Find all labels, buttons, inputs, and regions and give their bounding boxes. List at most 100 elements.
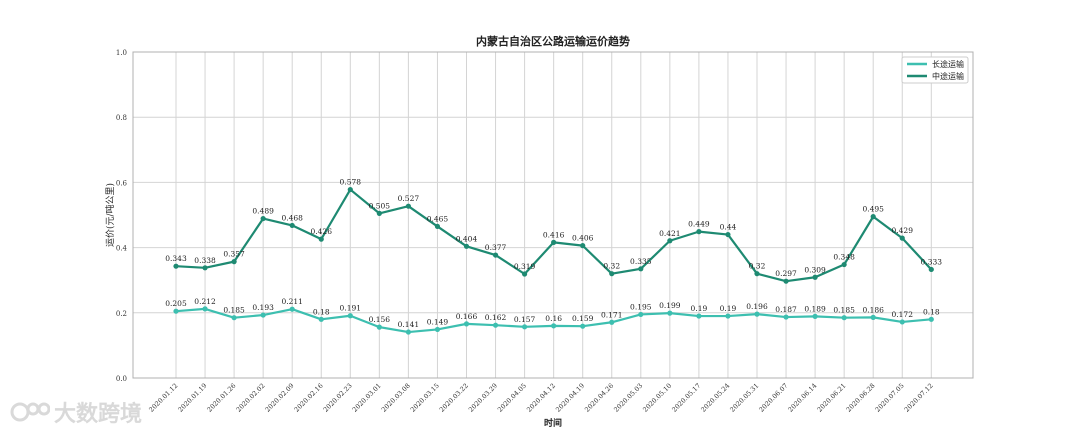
y-tick-label: 0.4: [116, 245, 128, 253]
x-tick-label: 2020.02.02: [235, 382, 267, 414]
plot-frame: [132, 51, 974, 379]
data-label: 0.32: [749, 262, 766, 271]
data-label: 0.338: [194, 256, 216, 265]
data-point: [202, 265, 208, 271]
data-label: 0.193: [252, 303, 274, 312]
y-axis-label: 运价(元/吨公里): [104, 183, 116, 247]
data-label: 0.465: [427, 214, 449, 223]
data-point: [580, 323, 586, 329]
data-label: 0.199: [659, 301, 681, 310]
x-tick-label: 2020.05.10: [641, 382, 673, 414]
data-label: 0.171: [601, 310, 622, 319]
x-tick-label: 2020.01.12: [147, 382, 179, 414]
data-point: [405, 329, 411, 335]
data-label: 0.578: [340, 178, 362, 187]
data-label: 0.195: [630, 302, 652, 311]
data-point: [754, 271, 760, 277]
data-label: 0.505: [369, 201, 391, 210]
data-label: 0.429: [892, 226, 914, 235]
data-label: 0.297: [775, 269, 797, 278]
data-label: 0.185: [223, 306, 245, 315]
data-label: 0.309: [804, 265, 826, 274]
x-tick-label: 2020.06.28: [845, 382, 877, 414]
x-tick-label: 2020.04.26: [583, 382, 615, 414]
x-tick-label: 2020.05.03: [612, 382, 644, 414]
data-label: 0.449: [688, 220, 710, 229]
data-point: [638, 311, 644, 318]
data-label: 0.421: [659, 229, 680, 238]
data-label: 0.196: [746, 302, 768, 311]
data-point: [870, 314, 876, 320]
data-label: 0.186: [862, 305, 884, 314]
data-label: 0.157: [514, 315, 536, 324]
x-tick-label: 2020.05.24: [699, 382, 731, 414]
data-point: [783, 278, 789, 284]
data-label: 0.468: [281, 213, 303, 222]
data-point: [812, 274, 818, 280]
x-tick-label: 2020.01.19: [176, 382, 208, 414]
y-tick-label: 0.0: [116, 375, 127, 383]
x-axis-label: 时间: [544, 417, 562, 429]
data-label: 0.44: [720, 223, 737, 232]
x-tick-label: 2020.03.08: [380, 382, 412, 414]
data-point: [609, 271, 615, 277]
data-point: [405, 203, 411, 209]
data-label: 0.191: [340, 304, 361, 313]
data-point: [522, 271, 528, 277]
data-point: [783, 314, 789, 320]
data-point: [318, 236, 324, 242]
x-tick-label: 2020.01.26: [206, 382, 238, 414]
data-label: 0.426: [311, 227, 333, 236]
data-point: [638, 266, 644, 272]
data-point: [202, 306, 208, 312]
y-tick-label: 0.6: [116, 179, 128, 187]
data-label: 0.149: [427, 317, 449, 326]
data-label: 0.377: [485, 243, 507, 252]
watermark-text: 大数跨境: [54, 402, 143, 427]
logo-icon: [10, 402, 50, 422]
data-label: 0.32: [603, 262, 620, 271]
data-point: [870, 214, 876, 220]
x-tick-label: 2020.03.15: [409, 382, 441, 414]
legend[interactable]: 长途运输 中途运输: [901, 56, 969, 84]
data-label: 0.333: [921, 257, 943, 266]
data-point: [231, 315, 237, 321]
data-point: [434, 223, 441, 230]
data-point: [580, 243, 586, 249]
y-axis: 0.0 0.2 0.4 0.6 0.8 1.0: [116, 49, 128, 383]
data-label: 0.319: [514, 262, 536, 271]
data-label: 0.19: [691, 304, 708, 313]
x-tick-label: 2020.06.07: [757, 382, 789, 414]
data-label: 0.489: [252, 207, 274, 216]
data-label: 0.187: [775, 305, 797, 314]
data-point: [289, 306, 295, 312]
x-tick-label: 2020.03.01: [351, 382, 383, 414]
data-point: [667, 310, 673, 316]
y-tick-label: 0.2: [116, 310, 127, 318]
data-label: 0.159: [572, 314, 594, 323]
data-label: 0.18: [923, 307, 940, 316]
data-label: 0.212: [194, 297, 216, 306]
data-label: 0.335: [630, 257, 652, 266]
data-point: [231, 259, 237, 265]
x-tick-label: 2020.04.19: [554, 382, 586, 414]
data-point: [318, 316, 324, 322]
data-point: [696, 313, 702, 319]
data-point: [463, 321, 470, 327]
series-1: 0.343 0.338 0.357 0.489 0.468 0.426 0.578 0.505…: [165, 178, 942, 284]
data-point: [841, 261, 847, 268]
x-tick-label: 2020.02.09: [264, 382, 296, 414]
data-point: [347, 313, 353, 319]
data-point: [173, 263, 179, 269]
data-label: 0.18: [313, 307, 330, 316]
x-tick-label: 2020.04.05: [496, 382, 528, 414]
data-point: [609, 319, 615, 325]
data-label: 0.156: [369, 315, 391, 324]
data-label: 0.16: [545, 314, 562, 323]
data-point: [812, 313, 818, 319]
data-point: [551, 323, 557, 329]
data-label: 0.211: [281, 297, 302, 306]
x-tick-label: 2020.05.31: [728, 382, 760, 414]
x-tick-label: 2020.03.22: [438, 382, 470, 414]
watermark: 大数跨境: [10, 396, 142, 428]
